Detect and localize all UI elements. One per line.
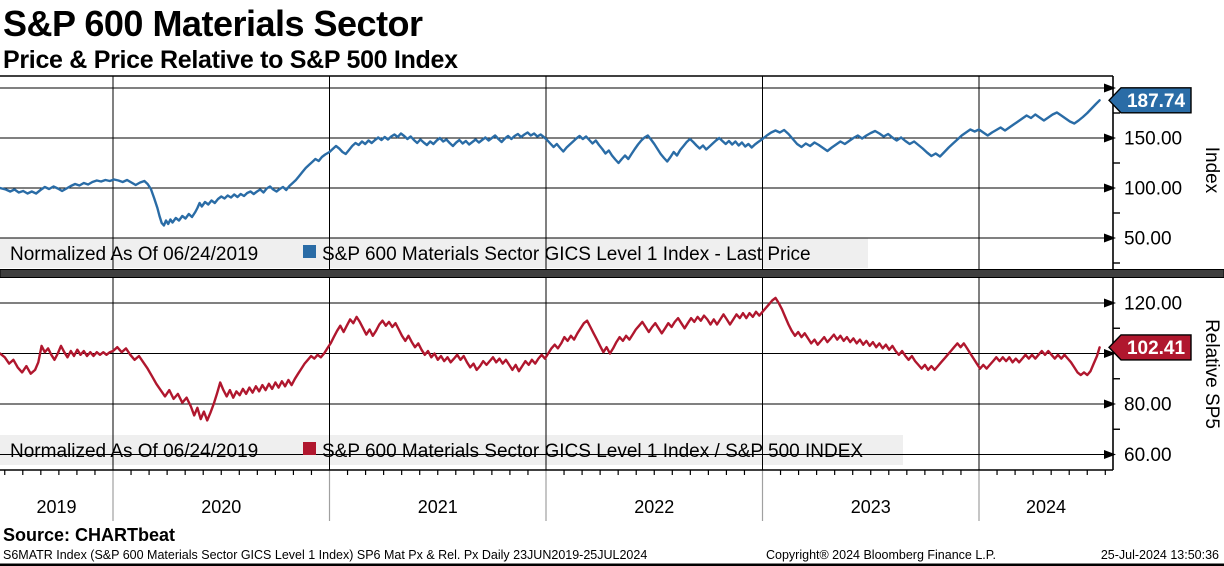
index-price-line[interactable]	[0, 99, 1101, 227]
x-year-label: 2020	[201, 497, 241, 517]
legend-strip-relative	[0, 435, 903, 465]
y-tick-label: 100.00	[1124, 179, 1182, 200]
x-year-label: 2021	[418, 497, 458, 517]
x-year-label: 2024	[1026, 497, 1066, 517]
last-price-value-index: 187.74	[1127, 91, 1186, 112]
series-lines	[0, 99, 1101, 422]
axis-tick-labels: 150.00 100.00 50.00 120.00 80.00 60.00	[1124, 129, 1182, 467]
badge-shape-index	[1108, 87, 1192, 114]
normalized-note-relative: Normalized As Of 06/24/2019	[10, 441, 258, 462]
normalized-note-index: Normalized As Of 06/24/2019	[10, 244, 258, 265]
axis-title-relative-sp5: Relative SP5	[1201, 319, 1222, 429]
page-subtitle: Price & Price Relative to S&P 500 Index	[3, 46, 458, 74]
axes-and-ticks	[0, 75, 1120, 475]
legend-swatch-relative	[303, 442, 316, 455]
source-label: Source: CHARTbeat	[3, 525, 175, 545]
relative-price-line[interactable]	[0, 296, 1101, 422]
window-bottom-edge	[0, 563, 1224, 566]
x-year-label: 2019	[36, 497, 76, 517]
y-tick-label: 60.00	[1124, 445, 1172, 466]
last-price-value-relative: 102.41	[1127, 338, 1186, 359]
last-price-badge-relative[interactable]: 102.41	[1108, 334, 1192, 361]
y-tick-label: 50.00	[1124, 229, 1172, 250]
axis-title-index: Index	[1201, 147, 1222, 194]
legend-label-relative: S&P 600 Materials Sector GICS Level 1 In…	[322, 441, 863, 462]
footer-datetime: 25-Jul-2024 13:50:36	[1101, 548, 1219, 562]
footer-copyright: Copyright® 2024 Bloomberg Finance L.P.	[766, 548, 996, 562]
legend-strip-index	[0, 238, 868, 268]
panel-divider[interactable]	[0, 269, 1224, 278]
legend-swatch-index	[303, 245, 316, 258]
legend-label-index: S&P 600 Materials Sector GICS Level 1 In…	[322, 244, 811, 265]
last-price-badge-index[interactable]: 187.74	[1108, 87, 1192, 114]
y-tick-label: 120.00	[1124, 294, 1182, 315]
y-tick-label: 150.00	[1124, 129, 1182, 150]
x-year-label: 2022	[634, 497, 674, 517]
page-title: S&P 600 Materials Sector	[3, 3, 423, 44]
year-labels: 2019 2020 2021 2022 2023 2024	[36, 497, 1066, 517]
y-tick-label: 80.00	[1124, 395, 1172, 416]
badge-shape-relative	[1108, 334, 1192, 361]
footer-description: S6MATR Index (S&P 600 Materials Sector G…	[3, 548, 647, 562]
x-year-label: 2023	[851, 497, 891, 517]
